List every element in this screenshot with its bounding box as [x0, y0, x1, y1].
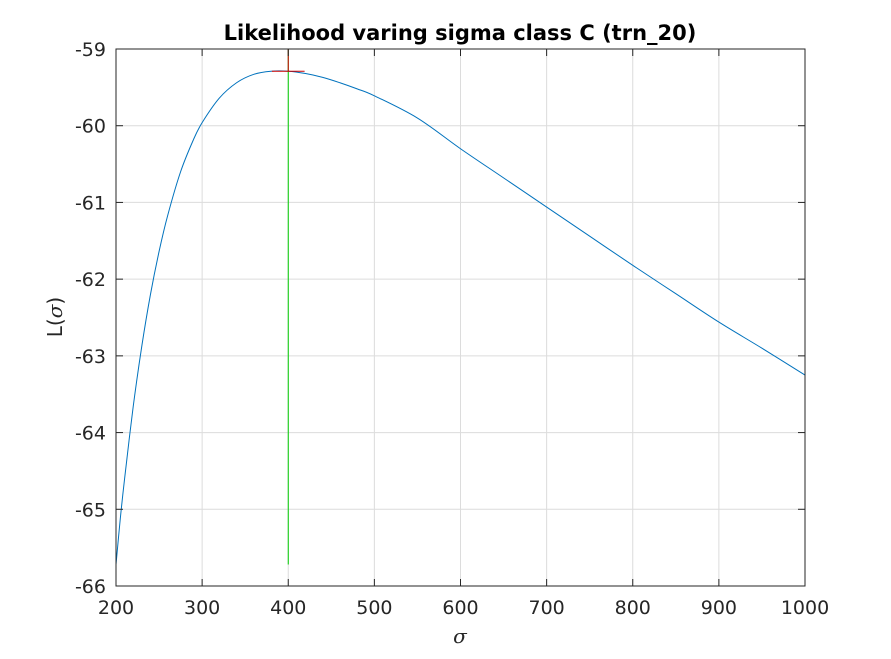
y-tick-label: -61: [75, 192, 106, 214]
y-tick-labels: -66 -65 -64 -63 -62 -61 -60 -59: [75, 39, 106, 598]
x-tick-label: 500: [356, 597, 392, 619]
chart-title: Likelihood varing sigma class C (trn_20): [224, 21, 697, 45]
x-tick-label: 900: [701, 597, 737, 619]
x-tick-label: 1000: [781, 597, 829, 619]
x-tick-label: 400: [270, 597, 306, 619]
y-tick-label: -65: [75, 499, 106, 521]
y-tick-label: -64: [75, 423, 106, 445]
x-tick-label: 200: [98, 597, 134, 619]
y-tick-label: -59: [75, 39, 106, 61]
x-tick-labels: 200 300 400 500 600 700 800 900 1000: [98, 597, 829, 619]
y-tick-label: -66: [75, 576, 106, 598]
y-tick-label: -60: [75, 116, 106, 138]
y-axis-label-symbol: σ: [43, 303, 67, 318]
x-tick-label: 600: [442, 597, 478, 619]
annotation-layer: [271, 49, 305, 565]
tick-marks: [115, 48, 806, 587]
x-axis-label: σ: [453, 624, 468, 648]
y-tick-label: -63: [75, 346, 106, 368]
y-axis-label-suffix: ): [43, 297, 67, 305]
x-tick-label: 300: [184, 597, 220, 619]
y-axis-label-prefix: L(: [43, 318, 67, 337]
grid: [115, 48, 806, 587]
y-tick-label: -62: [75, 269, 106, 291]
y-axis-label: L(σ): [43, 297, 67, 337]
x-tick-label: 700: [528, 597, 564, 619]
x-tick-label: 800: [615, 597, 651, 619]
